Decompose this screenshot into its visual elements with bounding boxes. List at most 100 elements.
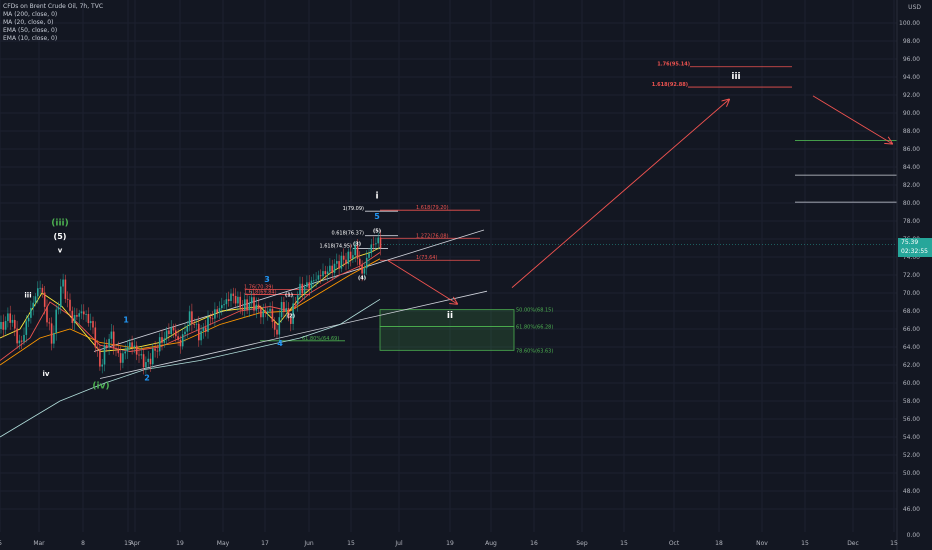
candle-body xyxy=(87,313,90,324)
candle-body xyxy=(361,264,363,274)
candle-body xyxy=(352,255,354,259)
candle-body xyxy=(255,304,258,311)
candle-body xyxy=(149,358,152,365)
y-tick-label: 84.00 xyxy=(903,164,920,171)
symbol-title[interactable]: CFDs on Brent Crude Oil, 7h, TVC xyxy=(3,3,104,10)
y-tick-label: 62.00 xyxy=(903,362,920,369)
candle-body xyxy=(170,327,172,335)
candle-body xyxy=(4,320,7,330)
y-tick-label: 92.00 xyxy=(903,92,920,99)
candle-body xyxy=(253,297,255,311)
candle-body xyxy=(280,302,283,318)
candle-body xyxy=(76,315,78,317)
wave-label: i xyxy=(375,192,378,202)
wave-label: 5 xyxy=(374,212,380,221)
candle-body xyxy=(179,339,182,347)
indicator-ema10[interactable]: EMA (10, close, 0) xyxy=(3,35,58,42)
candle-body xyxy=(23,334,25,342)
candle-body xyxy=(264,310,267,314)
candle-body xyxy=(140,354,143,356)
candle-body xyxy=(230,293,232,302)
candle-body xyxy=(278,317,281,335)
fib-level-label: 1.272(76.08) xyxy=(416,233,449,239)
candle-body xyxy=(94,327,97,348)
wave-label: (3) xyxy=(353,241,361,247)
candle-body xyxy=(131,342,133,348)
candle-body xyxy=(124,351,126,354)
moving-averages xyxy=(0,246,382,438)
wave-labels: (iii)(5)viiiiv(iv)1234(1)(2)(3)(4)(5)5ii… xyxy=(24,72,740,392)
price-axis[interactable]: 46.00 48.00 50.00 52.00 54.00 56.00 58.00 60.00… xyxy=(896,0,921,550)
candle-body xyxy=(290,317,292,324)
candle-body xyxy=(283,302,285,312)
candle-body xyxy=(246,299,248,310)
indicator-ma20[interactable]: MA (20, close, 0) xyxy=(3,19,54,26)
wave-label: 3 xyxy=(264,275,270,284)
candle-body xyxy=(2,321,5,330)
x-tick-label: Nov xyxy=(756,540,768,547)
projection-arrow xyxy=(387,260,457,304)
candle-body xyxy=(372,244,375,246)
candle-body xyxy=(340,255,343,269)
fib-zones: 50.00%(68.15) 61.80%(66.28) 78.60%(63.63) xyxy=(379,308,553,354)
wave-label: iv xyxy=(43,370,50,378)
candle-body xyxy=(14,319,16,329)
candle-body xyxy=(315,279,317,281)
x-tick-label: 8 xyxy=(81,540,85,547)
candle-body xyxy=(156,350,159,352)
fib-zone xyxy=(379,326,515,351)
candle-body xyxy=(119,353,122,363)
candle-body xyxy=(363,268,366,274)
chart-legend: CFDs on Brent Crude Oil, 7h, TVC MA (200… xyxy=(3,3,103,43)
indicator-ma200[interactable]: MA (200, close, 0) xyxy=(3,11,58,18)
fib-level-label: 0.618(76.37) xyxy=(331,231,364,237)
wave-label: 4 xyxy=(277,339,283,348)
candle-body xyxy=(285,308,287,312)
candle-body xyxy=(7,313,9,321)
y-tick-label: 56.00 xyxy=(903,416,920,423)
candle-body xyxy=(260,308,262,318)
candle-body xyxy=(108,338,110,348)
last-price: 75.39 xyxy=(901,239,919,246)
x-tick-label: Mar xyxy=(33,540,45,547)
y-tick-label: 70.00 xyxy=(903,290,920,297)
bar-countdown: 02:32:55 xyxy=(901,248,928,255)
candle-body xyxy=(158,337,161,352)
candles xyxy=(0,230,382,375)
candle-body xyxy=(214,309,216,319)
candle-body xyxy=(188,311,191,326)
candle-body xyxy=(198,323,200,341)
candle-body xyxy=(129,342,131,348)
y-tick-label: 98.00 xyxy=(903,38,920,45)
candle-body xyxy=(83,311,85,315)
candle-body xyxy=(112,331,115,349)
candle-body xyxy=(117,349,120,354)
candle-body xyxy=(195,323,198,325)
x-tick-label: Dec xyxy=(847,540,859,547)
x-tick-label: Aug xyxy=(485,540,497,547)
candle-body xyxy=(211,318,214,320)
x-tick-label: Sep xyxy=(576,540,588,547)
candle-body xyxy=(227,299,230,302)
candle-body xyxy=(303,286,306,294)
candle-body xyxy=(345,259,347,264)
candle-body xyxy=(122,353,124,363)
candle-body xyxy=(57,307,60,310)
candle-body xyxy=(377,237,379,244)
wave-label: (1) xyxy=(285,293,293,299)
candle-body xyxy=(80,311,83,314)
candle-body xyxy=(324,271,327,275)
candle-body xyxy=(55,309,57,334)
time-axis[interactable]: 5Mar815Apr19May17Jun15Jul19Aug16Sep15Oct… xyxy=(0,540,898,547)
candle-body xyxy=(186,325,189,332)
candle-body xyxy=(359,258,361,265)
candle-body xyxy=(193,324,195,325)
grid-lines xyxy=(0,0,897,532)
indicator-ema50[interactable]: EMA (50, close, 0) xyxy=(3,27,58,34)
candle-body xyxy=(0,321,2,329)
candle-body xyxy=(191,311,193,325)
fib-level-label: 1(79.09) xyxy=(343,206,364,212)
candle-body xyxy=(89,321,92,324)
candle-body xyxy=(204,327,207,332)
